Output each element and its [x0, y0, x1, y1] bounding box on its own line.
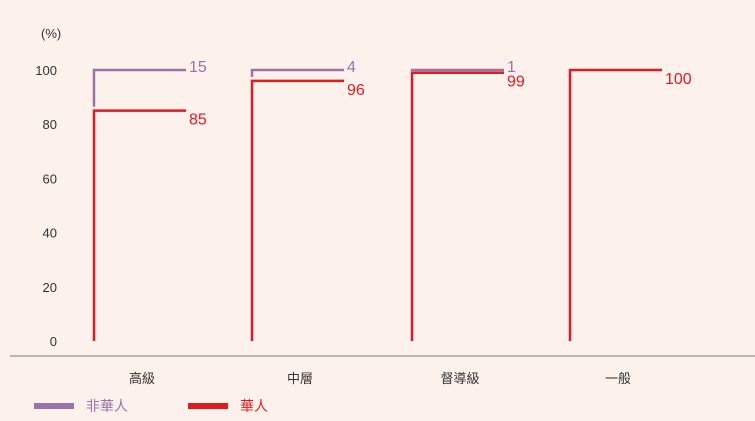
x-tick-label: 高級 — [129, 371, 155, 386]
x-tick-label: 一般 — [605, 371, 631, 386]
y-axis-unit: (%) — [41, 26, 61, 41]
value-label-non-chinese: 15 — [189, 59, 207, 76]
y-axis-ticks: 0 20 40 60 80 100 — [35, 63, 57, 349]
value-label-chinese: 100 — [665, 71, 692, 88]
value-label-chinese: 99 — [507, 74, 525, 91]
bar-chinese — [410, 71, 504, 341]
x-tick-label: 督導級 — [440, 371, 479, 386]
x-axis-ticks: 高級 中層 督導級 一般 — [129, 371, 631, 386]
legend: 非華人 華人 — [34, 398, 268, 414]
y-tick-label: 60 — [43, 171, 57, 186]
legend-label: 非華人 — [86, 398, 128, 414]
value-label-chinese: 96 — [347, 82, 365, 99]
x-tick-label: 中層 — [287, 371, 313, 386]
bar-chinese — [250, 79, 344, 341]
bar-non-chinese — [92, 68, 186, 107]
bar-chinese — [92, 109, 186, 341]
value-label-non-chinese: 4 — [347, 59, 356, 76]
legend-label: 華人 — [240, 398, 268, 414]
legend-swatch — [34, 403, 74, 409]
bar-chinese — [568, 68, 662, 341]
bar-non-chinese — [410, 68, 504, 72]
y-tick-label: 40 — [43, 226, 57, 241]
y-tick-label: 0 — [50, 334, 57, 349]
value-label-non-chinese: 1 — [507, 59, 516, 76]
y-tick-label: 20 — [43, 280, 57, 295]
y-tick-label: 100 — [35, 63, 57, 78]
legend-swatch — [188, 403, 228, 409]
y-tick-label: 80 — [43, 117, 57, 132]
bar-non-chinese — [250, 68, 344, 77]
value-labels: 15 85 4 96 199 100 — [189, 59, 692, 129]
value-label-chinese: 85 — [189, 112, 207, 129]
bar-marks — [92, 68, 662, 341]
